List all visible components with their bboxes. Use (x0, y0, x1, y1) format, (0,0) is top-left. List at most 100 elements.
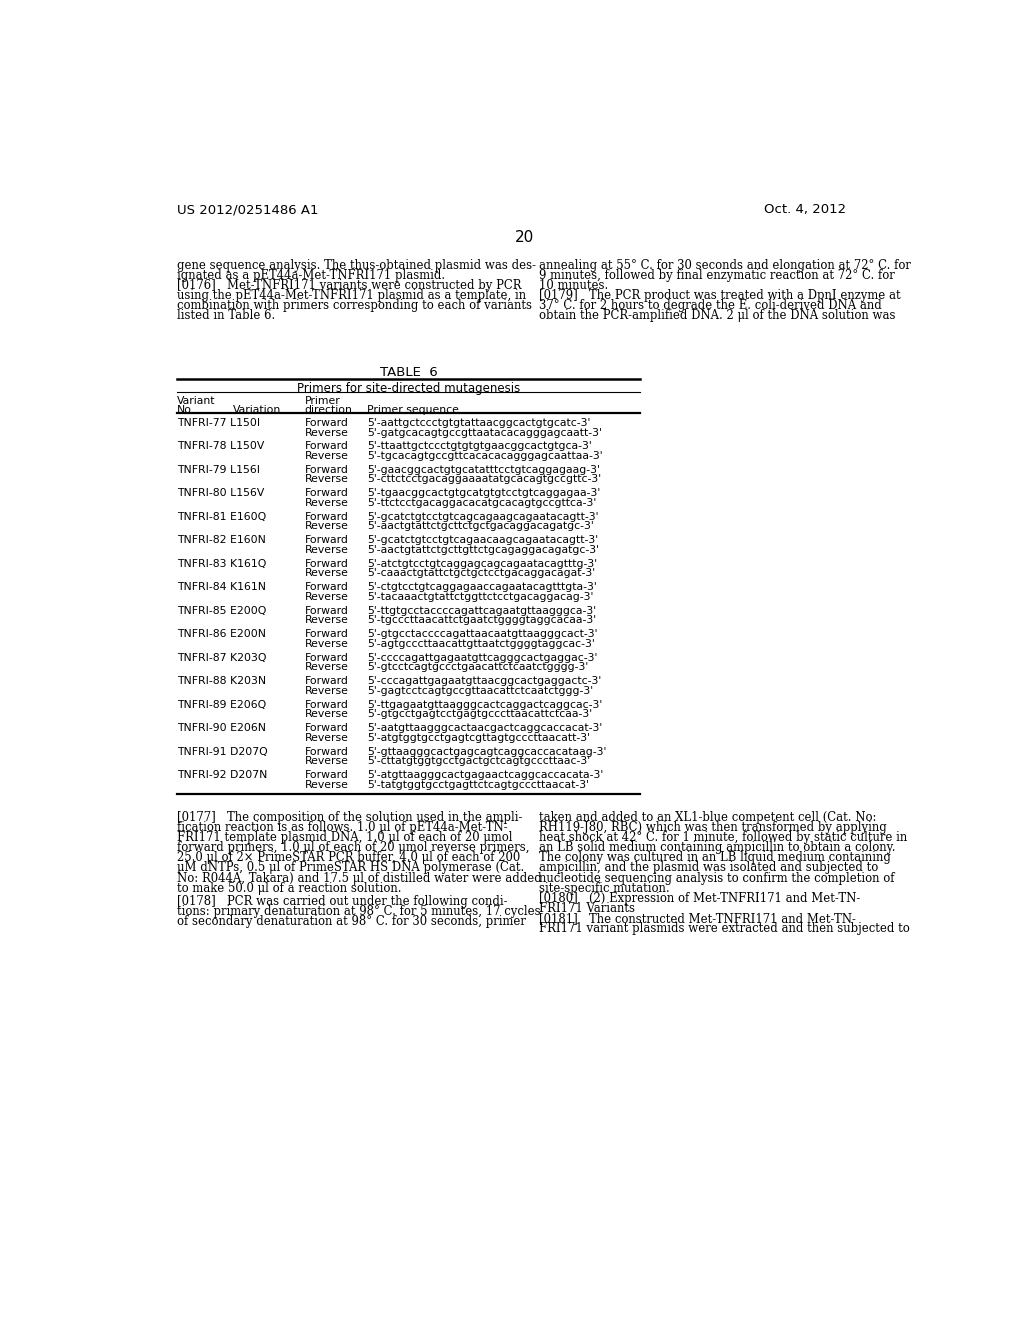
Text: nucleotide sequencing analysis to confirm the completion of: nucleotide sequencing analysis to confir… (539, 871, 894, 884)
Text: 20: 20 (515, 230, 535, 246)
Text: Primers for site-directed mutagenesis: Primers for site-directed mutagenesis (297, 383, 520, 396)
Text: Variation: Variation (232, 405, 281, 414)
Text: TNFRI-84 K161N: TNFRI-84 K161N (177, 582, 266, 593)
Text: Reverse: Reverse (305, 451, 348, 461)
Text: 5'-atctgtcctgtcaggagcagcagaatacagtttg-3': 5'-atctgtcctgtcaggagcagcagaatacagtttg-3' (367, 558, 597, 569)
Text: Reverse: Reverse (305, 591, 348, 602)
Text: Primer sequence: Primer sequence (367, 405, 459, 414)
Text: 5'-ttgagaatgttaagggcactcaggactcaggcac-3': 5'-ttgagaatgttaagggcactcaggactcaggcac-3' (367, 700, 602, 710)
Text: 5'-tgcccttaacattctgaatctggggtaggcacaa-3': 5'-tgcccttaacattctgaatctggggtaggcacaa-3' (367, 615, 596, 626)
Text: 5'-atgttaagggcactgagaactcaggcaccacata-3': 5'-atgttaagggcactgagaactcaggcaccacata-3' (367, 770, 603, 780)
Text: Forward: Forward (305, 630, 348, 639)
Text: Reverse: Reverse (305, 428, 348, 437)
Text: Reverse: Reverse (305, 521, 348, 532)
Text: Reverse: Reverse (305, 639, 348, 649)
Text: TNFRI-77 L150I: TNFRI-77 L150I (177, 418, 260, 428)
Text: US 2012/0251486 A1: US 2012/0251486 A1 (177, 203, 318, 216)
Text: Reverse: Reverse (305, 545, 348, 554)
Text: Reverse: Reverse (305, 663, 348, 672)
Text: Forward: Forward (305, 653, 348, 663)
Text: listed in Table 6.: listed in Table 6. (177, 309, 275, 322)
Text: RH119-J80, RBC) which was then transformed by applying: RH119-J80, RBC) which was then transform… (539, 821, 887, 834)
Text: to make 50.0 μl of a reaction solution.: to make 50.0 μl of a reaction solution. (177, 882, 401, 895)
Text: 5'-ccccagattgagaatgttcagggcactgaggac-3': 5'-ccccagattgagaatgttcagggcactgaggac-3' (367, 653, 597, 663)
Text: Forward: Forward (305, 723, 348, 733)
Text: ampicillin, and the plasmid was isolated and subjected to: ampicillin, and the plasmid was isolated… (539, 862, 878, 874)
Text: TNFRI-78 L150V: TNFRI-78 L150V (177, 441, 264, 451)
Text: Forward: Forward (305, 676, 348, 686)
Text: Forward: Forward (305, 700, 348, 710)
Text: Forward: Forward (305, 536, 348, 545)
Text: Reverse: Reverse (305, 615, 348, 626)
Text: 5'-gtgcctaccccagattaacaatgttaagggcact-3': 5'-gtgcctaccccagattaacaatgttaagggcact-3' (367, 630, 597, 639)
Text: Forward: Forward (305, 488, 348, 499)
Text: 5'-gttaagggcactgagcagtcaggcaccacataag-3': 5'-gttaagggcactgagcagtcaggcaccacataag-3' (367, 747, 606, 756)
Text: Forward: Forward (305, 747, 348, 756)
Text: 5'-gcatctgtcctgtcagcagaagcagaatacagtt-3': 5'-gcatctgtcctgtcagcagaagcagaatacagtt-3' (367, 512, 598, 521)
Text: 5'-gcatctgtcctgtcagaacaagcagaatacagtt-3': 5'-gcatctgtcctgtcagaacaagcagaatacagtt-3' (367, 536, 598, 545)
Text: TNFRI-91 D207Q: TNFRI-91 D207Q (177, 747, 267, 756)
Text: TNFRI-87 K203Q: TNFRI-87 K203Q (177, 653, 266, 663)
Text: [0178]   PCR was carried out under the following condi-: [0178] PCR was carried out under the fol… (177, 895, 507, 908)
Text: No: R044A, Takara) and 17.5 μl of distilled water were added: No: R044A, Takara) and 17.5 μl of distil… (177, 871, 542, 884)
Text: obtain the PCR-amplified DNA. 2 μl of the DNA solution was: obtain the PCR-amplified DNA. 2 μl of th… (539, 309, 895, 322)
Text: TNFRI-83 K161Q: TNFRI-83 K161Q (177, 558, 266, 569)
Text: 5'-agtgcccttaacattgttaatctggggtaggcac-3': 5'-agtgcccttaacattgttaatctggggtaggcac-3' (367, 639, 595, 649)
Text: [0179]   The PCR product was treated with a DpnI enzyme at: [0179] The PCR product was treated with … (539, 289, 900, 302)
Text: Reverse: Reverse (305, 756, 348, 767)
Text: Reverse: Reverse (305, 780, 348, 789)
Text: TNFRI-82 E160N: TNFRI-82 E160N (177, 536, 265, 545)
Text: Forward: Forward (305, 606, 348, 615)
Text: annealing at 55° C. for 30 seconds and elongation at 72° C. for: annealing at 55° C. for 30 seconds and e… (539, 259, 910, 272)
Text: direction: direction (305, 405, 352, 414)
Text: 5'-ctgtcctgtcaggagaaccagaatacagtttgta-3': 5'-ctgtcctgtcaggagaaccagaatacagtttgta-3' (367, 582, 596, 593)
Text: 5'-tgcacagtgccgttcacacacagggagcaattaa-3': 5'-tgcacagtgccgttcacacacagggagcaattaa-3' (367, 451, 602, 461)
Text: Forward: Forward (305, 582, 348, 593)
Text: 5'-ttgtgcctaccccagattcagaatgttaagggca-3': 5'-ttgtgcctaccccagattcagaatgttaagggca-3' (367, 606, 596, 615)
Text: 5'-tatgtggtgcctgagttctcagtgcccttaacat-3': 5'-tatgtggtgcctgagttctcagtgcccttaacat-3' (367, 780, 589, 789)
Text: tions: primary denaturation at 98° C. for 5 minutes, 17 cycles: tions: primary denaturation at 98° C. fo… (177, 906, 541, 919)
Text: TNFRI-79 L156I: TNFRI-79 L156I (177, 465, 260, 475)
Text: TNFRI-89 E206Q: TNFRI-89 E206Q (177, 700, 266, 710)
Text: FRI171 Variants: FRI171 Variants (539, 902, 635, 915)
Text: 5'-ttctcctgacaggacacatgcacagtgccgttca-3': 5'-ttctcctgacaggacacatgcacagtgccgttca-3' (367, 498, 596, 508)
Text: TNFRI-85 E200Q: TNFRI-85 E200Q (177, 606, 266, 615)
Text: forward primers, 1.0 μl of each of 20 μmol reverse primers,: forward primers, 1.0 μl of each of 20 μm… (177, 841, 529, 854)
Text: [0176]   Met-TNFRI171 variants were constructed by PCR: [0176] Met-TNFRI171 variants were constr… (177, 279, 521, 292)
Text: [0180]   (2) Expression of Met-TNFRI171 and Met-TN-: [0180] (2) Expression of Met-TNFRI171 an… (539, 892, 860, 906)
Text: 5'-aactgtattctgcttctgctgacaggacagatgc-3': 5'-aactgtattctgcttctgctgacaggacagatgc-3' (367, 521, 594, 532)
Text: FRI171 template plasmid DNA, 1.0 μl of each of 20 μmol: FRI171 template plasmid DNA, 1.0 μl of e… (177, 830, 512, 843)
Text: No.: No. (177, 405, 195, 414)
Text: Forward: Forward (305, 558, 348, 569)
Text: 5'-atgtggtgcctgagtcgttagtgcccttaacatt-3': 5'-atgtggtgcctgagtcgttagtgcccttaacatt-3' (367, 733, 590, 743)
Text: TNFRI-88 K203N: TNFRI-88 K203N (177, 676, 266, 686)
Text: 5'-aatgttaagggcactaacgactcaggcaccacat-3': 5'-aatgttaagggcactaacgactcaggcaccacat-3' (367, 723, 602, 733)
Text: Forward: Forward (305, 512, 348, 521)
Text: Forward: Forward (305, 465, 348, 475)
Text: Variant: Variant (177, 396, 215, 405)
Text: FRI171 variant plasmids were extracted and then subjected to: FRI171 variant plasmids were extracted a… (539, 923, 909, 936)
Text: 5'-gtgcctgagtcctgagtgcccttaacattctcaa-3': 5'-gtgcctgagtcctgagtgcccttaacattctcaa-3' (367, 709, 592, 719)
Text: Reverse: Reverse (305, 498, 348, 508)
Text: combination with primers corresponding to each of variants: combination with primers corresponding t… (177, 300, 531, 312)
Text: heat shock at 42° C. for 1 minute, followed by static culture in: heat shock at 42° C. for 1 minute, follo… (539, 830, 907, 843)
Text: 5'-aactgtattctgcttgttctgcagaggacagatgc-3': 5'-aactgtattctgcttgttctgcagaggacagatgc-3… (367, 545, 599, 554)
Text: site-specific mutation.: site-specific mutation. (539, 882, 670, 895)
Text: Reverse: Reverse (305, 569, 348, 578)
Text: 5'-ttaattgctccctgtgtgtgaacggcactgtgca-3': 5'-ttaattgctccctgtgtgtgaacggcactgtgca-3' (367, 441, 592, 451)
Text: TNFRI-90 E206N: TNFRI-90 E206N (177, 723, 266, 733)
Text: Primer: Primer (305, 396, 340, 405)
Text: Reverse: Reverse (305, 733, 348, 743)
Text: Forward: Forward (305, 418, 348, 428)
Text: TNFRI-80 L156V: TNFRI-80 L156V (177, 488, 264, 499)
Text: 5'-cttatgtggtgcctgactgctcagtgcccttaac-3': 5'-cttatgtggtgcctgactgctcagtgcccttaac-3' (367, 756, 590, 767)
Text: of secondary denaturation at 98° C. for 30 seconds, primer: of secondary denaturation at 98° C. for … (177, 915, 525, 928)
Text: 5'-caaactgtattctgctgctcctgacaggacagat-3': 5'-caaactgtattctgctgctcctgacaggacagat-3' (367, 569, 595, 578)
Text: 5'-gatgcacagtgccgttaatacacagggagcaatt-3': 5'-gatgcacagtgccgttaatacacagggagcaatt-3' (367, 428, 601, 437)
Text: Reverse: Reverse (305, 686, 348, 696)
Text: Oct. 4, 2012: Oct. 4, 2012 (764, 203, 846, 216)
Text: 9 minutes, followed by final enzymatic reaction at 72° C. for: 9 minutes, followed by final enzymatic r… (539, 269, 895, 281)
Text: ignated as a pET44a-Met-TNFRI171 plasmid.: ignated as a pET44a-Met-TNFRI171 plasmid… (177, 269, 445, 281)
Text: TABLE  6: TABLE 6 (380, 367, 437, 379)
Text: 25.0 μl of 2× PrimeSTAR PCR buffer, 4.0 μl of each of 200: 25.0 μl of 2× PrimeSTAR PCR buffer, 4.0 … (177, 851, 520, 865)
